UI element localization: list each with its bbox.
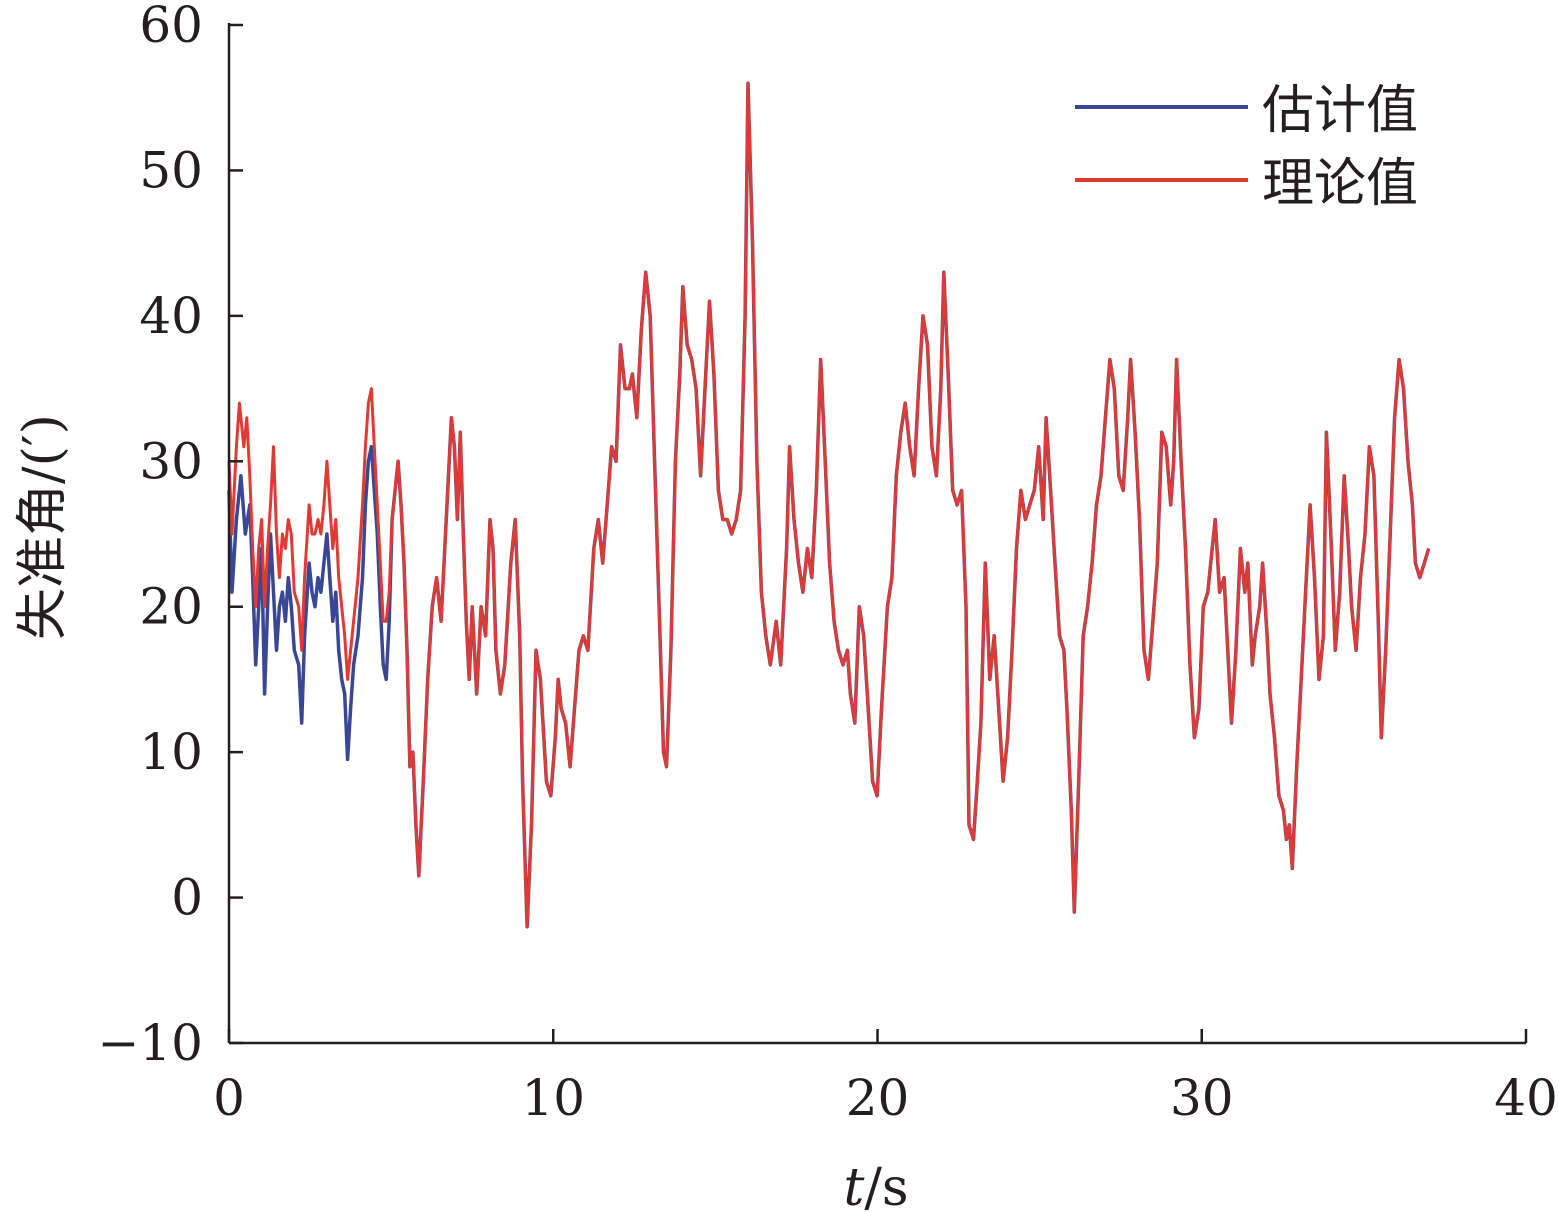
series-line-theoretical	[227, 81, 1431, 929]
y-axis-label: 失准角/(′)	[13, 414, 73, 640]
y-tick-label: 0	[171, 869, 203, 927]
legend: 估计值 理论值	[1075, 81, 1418, 214]
x-tick-label: 30	[1170, 1069, 1234, 1127]
x-axis-label-variable: t	[843, 1158, 864, 1212]
y-tick-label: 60	[139, 0, 203, 54]
x-tick-label: 0	[213, 1069, 245, 1127]
y-tick-label: 30	[139, 432, 203, 490]
y-tick-label: 10	[139, 723, 203, 781]
legend-label-estimated: 估计值	[1262, 81, 1418, 141]
y-tick-label: 20	[139, 578, 203, 636]
legend-label-theoretical: 理论值	[1262, 154, 1418, 214]
series-layer	[227, 81, 1431, 929]
x-tick-label: 20	[846, 1069, 910, 1127]
x-axis-label: t/s	[843, 1158, 908, 1212]
x-axis-label-unit: /s	[864, 1158, 908, 1212]
y-tick-label: −10	[97, 1014, 203, 1072]
x-tick-label: 10	[521, 1069, 585, 1127]
y-tick-label: 50	[139, 141, 203, 199]
x-tick-label: 40	[1494, 1069, 1558, 1127]
y-tick-label: 40	[139, 287, 203, 345]
